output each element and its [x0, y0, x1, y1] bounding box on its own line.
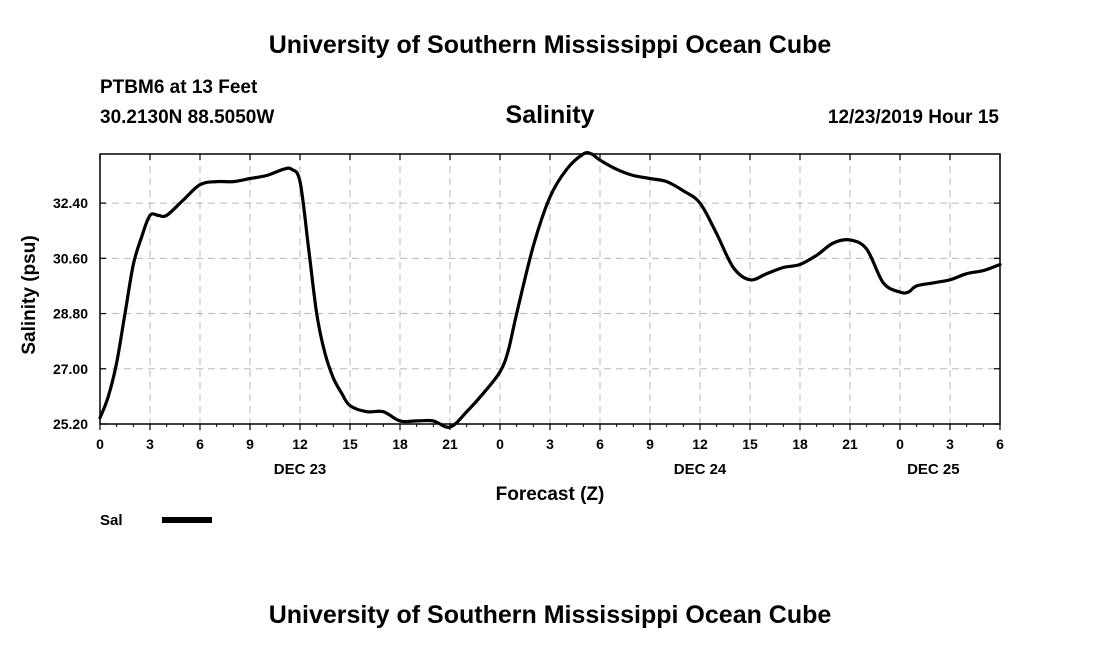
- x-tick-label: 18: [392, 436, 408, 452]
- y-tick-label: 30.60: [53, 250, 88, 266]
- y-tick-label: 25.20: [53, 416, 88, 432]
- x-axis-label: Forecast (Z): [496, 484, 605, 505]
- x-tick-label: 12: [292, 436, 308, 452]
- x-tick-label: 3: [146, 436, 154, 452]
- station-coordinates: 30.2130N 88.5050W: [100, 107, 275, 128]
- legend-label: Sal: [100, 512, 123, 529]
- x-tick-label: 21: [442, 436, 458, 452]
- x-tick-label: 15: [342, 436, 358, 452]
- date-label: DEC 23: [274, 461, 327, 478]
- chart-top-title: University of Southern Mississippi Ocean…: [268, 31, 832, 59]
- x-tick-label: 6: [596, 436, 604, 452]
- x-tick-label: 9: [646, 436, 654, 452]
- y-tick-label: 28.80: [53, 306, 88, 322]
- y-axis-label: Salinity (psu): [19, 235, 40, 354]
- chart-bottom-title: University of Southern Mississippi Ocean…: [268, 601, 832, 629]
- date-label: DEC 25: [907, 461, 960, 478]
- salinity-series-line: [98, 150, 1002, 429]
- date-label: DEC 24: [674, 461, 727, 478]
- x-tick-label: 0: [896, 436, 904, 452]
- station-name: PTBM6 at 13 Feet: [100, 77, 258, 98]
- chart-title: Salinity: [505, 101, 595, 129]
- x-tick-label: 3: [546, 436, 554, 452]
- x-tick-label: 18: [792, 436, 808, 452]
- forecast-timestamp: 12/23/2019 Hour 15: [827, 107, 999, 128]
- y-tick-label: 32.40: [53, 195, 88, 211]
- x-tick-label: 9: [246, 436, 254, 452]
- plot-frame: [99, 153, 1001, 425]
- y-tick-label: 27.00: [53, 361, 88, 377]
- x-tick-label: 15: [742, 436, 758, 452]
- x-tick-label: 12: [692, 436, 708, 452]
- x-tick-label: 21: [842, 436, 858, 452]
- x-tick-label: 3: [946, 436, 954, 452]
- x-tick-label: 0: [496, 436, 504, 452]
- x-tick-label: 6: [996, 436, 1004, 452]
- x-tick-label: 6: [196, 436, 204, 452]
- x-tick-label: 0: [96, 436, 104, 452]
